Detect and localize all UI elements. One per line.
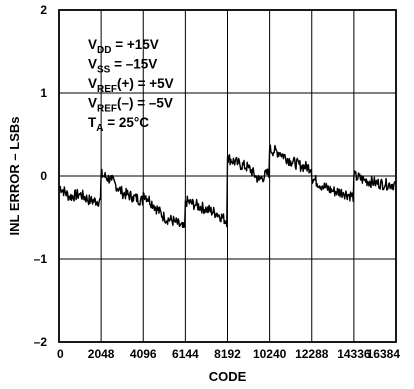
condition-2-part-0: V bbox=[88, 76, 97, 91]
condition-2-part-1: REF bbox=[97, 84, 117, 95]
condition-1-part-2: = –15V bbox=[110, 57, 157, 72]
y-tick-label-2: 0 bbox=[40, 169, 47, 183]
x-tick-label-1: 2048 bbox=[88, 347, 115, 361]
condition-4-part-1: A bbox=[96, 123, 103, 134]
y-tick-label-4: 2 bbox=[40, 3, 47, 17]
condition-3-part-2: (–) = –5V bbox=[117, 96, 173, 111]
x-tick-label-0: 0 bbox=[57, 347, 64, 361]
condition-line-2: VREF(+) = +5V bbox=[88, 76, 174, 95]
x-tick-label-8: 16384 bbox=[367, 347, 401, 361]
condition-0-part-1: DD bbox=[97, 45, 111, 56]
y-axis-label: INL ERROR – LSBs bbox=[7, 117, 22, 236]
x-tick-label-6: 12288 bbox=[295, 347, 329, 361]
inl-error-line bbox=[58, 144, 397, 229]
condition-4-part-2: = 25°C bbox=[103, 115, 149, 130]
condition-4-part-0: T bbox=[88, 115, 97, 130]
x-tick-label-3: 6144 bbox=[172, 347, 199, 361]
condition-line-3: VREF(–) = –5V bbox=[88, 96, 173, 115]
y-axis-ticks: –2 –1 0 1 2 bbox=[34, 3, 48, 349]
condition-1-part-0: V bbox=[88, 57, 97, 72]
condition-2-part-2: (+) = +5V bbox=[117, 76, 174, 91]
condition-line-4: TA = 25°C bbox=[88, 115, 149, 134]
x-tick-label-4: 8192 bbox=[214, 347, 241, 361]
inl-error-series bbox=[58, 144, 397, 229]
x-tick-label-2: 4096 bbox=[130, 347, 157, 361]
condition-0-part-2: = +15V bbox=[111, 37, 158, 52]
condition-3-part-0: V bbox=[88, 96, 97, 111]
y-tick-label-1: –1 bbox=[34, 252, 48, 266]
condition-3-part-1: REF bbox=[97, 104, 117, 115]
y-tick-label-3: 1 bbox=[40, 86, 47, 100]
x-axis-label: CODE bbox=[209, 369, 247, 384]
condition-1-part-1: SS bbox=[97, 65, 111, 76]
plot-frame bbox=[58, 9, 397, 343]
x-tick-label-5: 10240 bbox=[253, 347, 287, 361]
condition-line-0: VDD = +15V bbox=[88, 37, 159, 56]
condition-0-part-0: V bbox=[88, 37, 97, 52]
x-tick-label-7: 14336 bbox=[337, 347, 371, 361]
condition-line-1: VSS = –15V bbox=[88, 57, 157, 76]
y-tick-label-0: –2 bbox=[34, 335, 48, 349]
